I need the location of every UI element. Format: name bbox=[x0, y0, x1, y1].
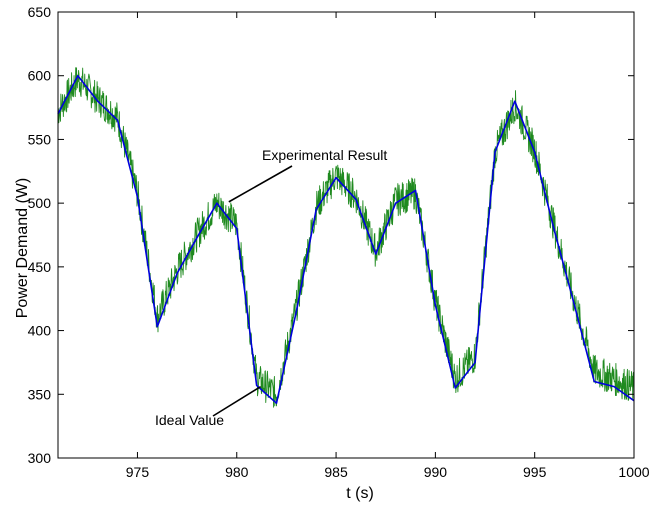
x-tick-label: 1000 bbox=[618, 464, 649, 480]
x-tick-label: 995 bbox=[523, 464, 547, 480]
x-tick-label: 985 bbox=[324, 464, 348, 480]
annotation-label: Ideal Value bbox=[155, 412, 224, 428]
y-tick-label: 600 bbox=[28, 68, 52, 84]
y-tick-label: 350 bbox=[28, 386, 52, 402]
plot-frame bbox=[57, 11, 635, 459]
x-tick-label: 975 bbox=[126, 464, 150, 480]
axes-layer: 975 980 985 990 995 1000 300 350 400 450 500 550 600… bbox=[28, 4, 650, 480]
annotation-leader-line bbox=[228, 165, 293, 203]
x-tick-label: 980 bbox=[225, 464, 249, 480]
annotation-layer: Experimental Result Ideal Value bbox=[155, 147, 387, 428]
x-axis-label: t (s) bbox=[346, 485, 374, 502]
y-tick-label: 400 bbox=[28, 323, 52, 339]
y-tick-label: 650 bbox=[28, 4, 52, 20]
x-tick-label: 990 bbox=[424, 464, 448, 480]
y-tick-label: 500 bbox=[28, 195, 52, 211]
y-tick-label: 300 bbox=[28, 450, 52, 466]
plot-area bbox=[58, 12, 634, 458]
series-line-ideal-value bbox=[57, 74, 635, 405]
y-tick-label: 550 bbox=[28, 131, 52, 147]
y-tick-label: 450 bbox=[28, 259, 52, 275]
series-layer bbox=[57, 67, 635, 408]
y-axis-label: Power Demand (W) bbox=[14, 178, 31, 318]
annotation-leader-line bbox=[212, 385, 262, 417]
plot-background bbox=[58, 12, 634, 458]
annotation-label: Experimental Result bbox=[262, 147, 387, 163]
